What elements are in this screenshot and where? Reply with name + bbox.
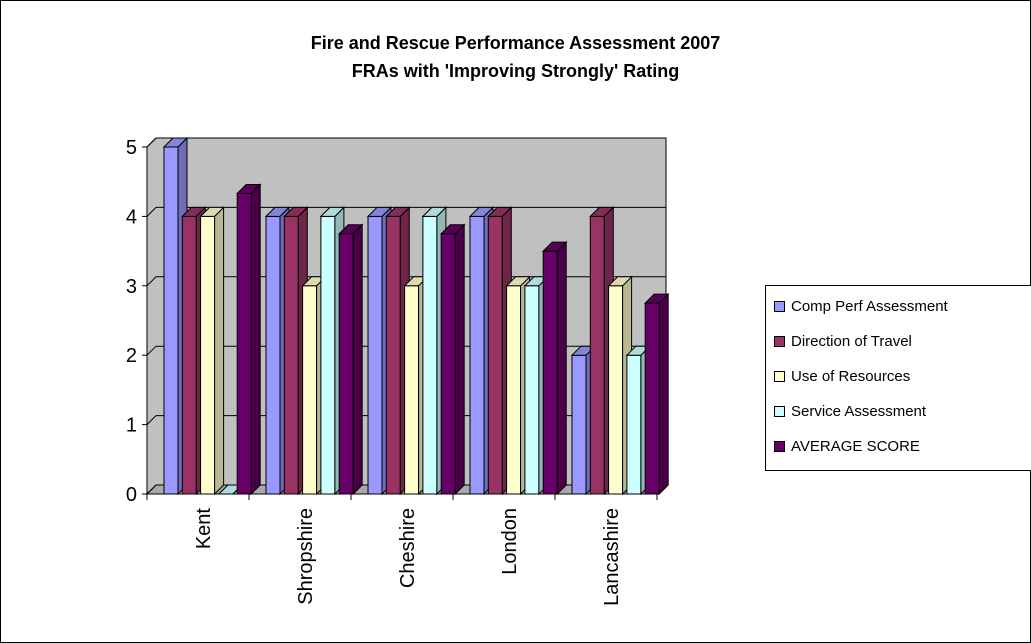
bar-top	[337, 224, 364, 235]
legend-swatch	[774, 405, 785, 417]
bar-front	[506, 285, 522, 495]
bar-side	[214, 206, 225, 496]
bar-front	[404, 285, 420, 495]
x-category-label: Lancashire	[601, 508, 623, 606]
x-category-label: London	[499, 508, 521, 575]
bar-top	[319, 206, 346, 217]
bar-side	[454, 223, 465, 496]
bar-front	[236, 192, 252, 495]
bar-top	[468, 206, 495, 217]
bar-front	[302, 285, 318, 495]
bar-side	[250, 183, 261, 496]
bar	[199, 206, 225, 496]
bar-front	[265, 215, 281, 495]
bar-front	[367, 215, 383, 495]
legend: Comp Perf Assessment Direction of Travel U…	[765, 285, 1031, 471]
bar	[235, 183, 262, 496]
bar-front	[626, 354, 642, 495]
bar-side	[658, 292, 669, 496]
bar-top	[199, 206, 225, 217]
bar-top	[421, 206, 448, 217]
chart-subtitle: FRAs with 'Improving Strongly' Rating	[351, 61, 680, 81]
x-category-label: Kent	[193, 508, 215, 550]
bar-front	[338, 233, 354, 495]
bar-top	[505, 276, 531, 287]
legend-item: Comp Perf Assessment	[774, 296, 948, 316]
bar-top	[366, 206, 393, 217]
legend-item: Service Assessment	[774, 401, 926, 421]
bar-top	[607, 276, 633, 287]
bar-front	[524, 285, 540, 495]
x-category-label: Cheshire	[397, 508, 419, 588]
bar-front	[571, 354, 587, 495]
legend-swatch	[774, 335, 785, 347]
chart-title: Fire and Rescue Performance Assessment 2…	[310, 33, 721, 53]
bar-front	[487, 215, 503, 495]
legend-label: Service Assessment	[791, 402, 927, 420]
bar-front	[469, 215, 485, 495]
bar-front	[589, 215, 605, 495]
bar-front	[181, 215, 197, 495]
gridline	[146, 206, 666, 217]
bar-front	[385, 215, 401, 495]
bar-top	[439, 224, 466, 235]
bar-front	[200, 215, 216, 495]
bar-front	[644, 302, 660, 495]
y-tick-label: 3	[126, 276, 137, 298]
bar-top	[541, 241, 568, 252]
bar	[643, 292, 670, 496]
legend-item: Direction of Travel	[774, 331, 912, 351]
bar-front	[283, 215, 299, 495]
bar-front	[163, 146, 179, 495]
x-category-label: Shropshire	[295, 508, 317, 605]
legend-swatch	[774, 370, 785, 382]
bar	[439, 223, 466, 496]
legend-label: Direction of Travel	[791, 332, 912, 350]
bar	[337, 223, 364, 496]
y-tick-label: 4	[126, 206, 137, 228]
bar-top	[643, 293, 670, 304]
y-tick-label: 1	[126, 415, 137, 437]
legend-label: Comp Perf Assessment	[791, 297, 948, 315]
bar-side	[556, 240, 567, 496]
legend-label: AVERAGE SCORE	[791, 437, 920, 455]
bar-front	[542, 250, 558, 495]
bar-top	[487, 206, 513, 217]
bar-front	[608, 285, 624, 495]
y-tick-label: 5	[126, 137, 137, 159]
bar-top	[181, 206, 207, 217]
bar-side	[352, 223, 363, 496]
bar-top	[385, 206, 411, 217]
y-tick-label: 2	[126, 345, 137, 367]
legend-swatch	[774, 440, 785, 452]
legend-item: AVERAGE SCORE	[774, 436, 920, 456]
bar-top	[264, 206, 291, 217]
bar-top	[589, 206, 615, 217]
y-tick-label: 0	[126, 484, 137, 506]
legend-item: Use of Resources	[774, 366, 910, 386]
bar-top	[235, 183, 262, 194]
bar-front	[422, 215, 438, 495]
bar	[541, 240, 568, 496]
legend-label: Use of Resources	[791, 367, 911, 385]
bar-top	[283, 206, 309, 217]
bar-front	[440, 233, 456, 495]
bar-top	[162, 137, 189, 148]
bar-front	[320, 215, 336, 495]
legend-swatch	[774, 300, 785, 312]
